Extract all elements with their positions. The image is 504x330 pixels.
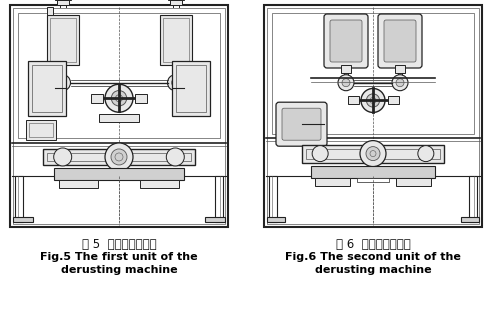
- Bar: [461, 217, 479, 222]
- Bar: [140, 180, 179, 188]
- Bar: [314, 178, 350, 185]
- Circle shape: [54, 75, 71, 91]
- Circle shape: [105, 143, 133, 171]
- Bar: [162, 18, 188, 62]
- Bar: [159, 15, 192, 65]
- Bar: [357, 178, 389, 182]
- Bar: [15, 176, 23, 222]
- Bar: [56, 0, 69, 5]
- Bar: [176, 64, 206, 112]
- Bar: [59, 180, 98, 188]
- Circle shape: [366, 147, 380, 161]
- Circle shape: [115, 153, 123, 161]
- FancyBboxPatch shape: [276, 102, 327, 146]
- Circle shape: [171, 79, 179, 87]
- Bar: [469, 176, 477, 222]
- Bar: [46, 7, 52, 15]
- Bar: [49, 18, 76, 62]
- Text: 图 6  第二单元除锈机: 图 6 第二单元除锈机: [336, 238, 410, 251]
- Bar: [47, 153, 192, 161]
- Circle shape: [105, 84, 133, 112]
- Bar: [43, 149, 196, 165]
- Circle shape: [342, 79, 350, 87]
- Bar: [215, 176, 223, 222]
- FancyBboxPatch shape: [324, 14, 368, 68]
- Circle shape: [54, 148, 72, 166]
- Circle shape: [58, 79, 67, 87]
- Bar: [302, 145, 444, 163]
- FancyBboxPatch shape: [384, 20, 416, 62]
- Text: derusting machine: derusting machine: [60, 265, 177, 275]
- Bar: [46, 15, 79, 65]
- Bar: [310, 166, 435, 178]
- Bar: [341, 65, 351, 73]
- Bar: [388, 96, 399, 105]
- Bar: [54, 168, 184, 180]
- Circle shape: [361, 88, 385, 113]
- Bar: [135, 94, 147, 103]
- FancyBboxPatch shape: [330, 20, 362, 62]
- Circle shape: [370, 150, 376, 157]
- Bar: [28, 60, 66, 116]
- Text: Fig.6 The second unit of the: Fig.6 The second unit of the: [285, 252, 461, 262]
- Bar: [26, 120, 56, 141]
- Bar: [397, 178, 431, 185]
- FancyBboxPatch shape: [378, 14, 422, 68]
- Circle shape: [312, 146, 328, 162]
- Bar: [99, 114, 139, 122]
- Bar: [306, 148, 440, 159]
- Bar: [269, 176, 277, 222]
- Bar: [18, 13, 220, 138]
- Bar: [272, 13, 474, 134]
- FancyBboxPatch shape: [282, 108, 321, 140]
- Circle shape: [167, 75, 183, 91]
- Circle shape: [418, 146, 434, 162]
- Circle shape: [115, 95, 122, 102]
- Bar: [264, 5, 482, 227]
- Circle shape: [166, 148, 184, 166]
- Bar: [10, 5, 228, 227]
- Circle shape: [338, 75, 354, 91]
- Bar: [347, 96, 358, 105]
- Bar: [29, 123, 53, 137]
- Bar: [172, 60, 210, 116]
- Bar: [169, 0, 181, 5]
- Bar: [395, 65, 405, 73]
- Circle shape: [366, 94, 380, 107]
- Text: Fig.5 The first unit of the: Fig.5 The first unit of the: [40, 252, 198, 262]
- Bar: [91, 94, 103, 103]
- Circle shape: [370, 97, 376, 104]
- Bar: [267, 217, 285, 222]
- Circle shape: [392, 75, 408, 91]
- Bar: [32, 64, 62, 112]
- Circle shape: [396, 79, 404, 87]
- Bar: [205, 217, 225, 222]
- Text: derusting machine: derusting machine: [314, 265, 431, 275]
- Circle shape: [111, 90, 127, 106]
- Bar: [13, 8, 225, 224]
- Circle shape: [111, 149, 127, 165]
- Text: 图 5  第一单元除锈机: 图 5 第一单元除锈机: [82, 238, 156, 251]
- Circle shape: [360, 141, 386, 167]
- Bar: [267, 8, 479, 224]
- Bar: [13, 217, 33, 222]
